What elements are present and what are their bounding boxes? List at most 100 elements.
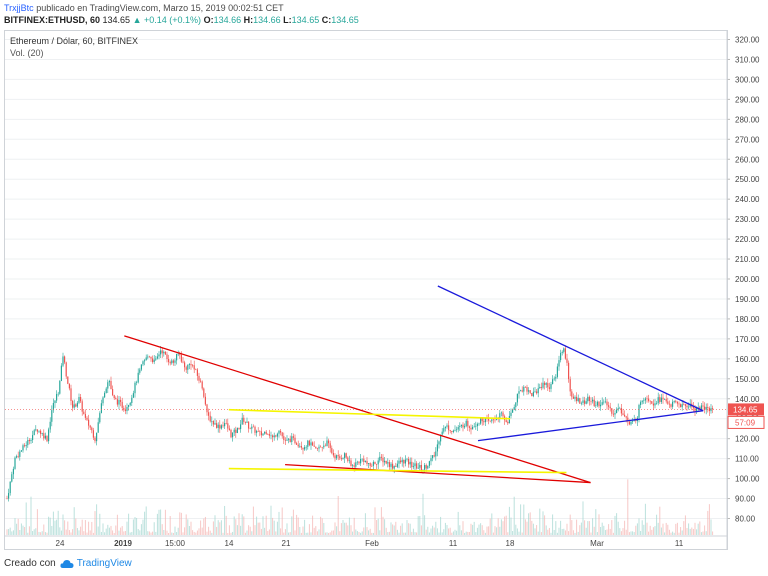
volume-bar: [504, 516, 506, 535]
volume-bar: [427, 526, 429, 535]
volume-bar: [299, 526, 301, 535]
volume-bar: [689, 528, 691, 535]
candle-body: [676, 401, 678, 404]
candle-body: [555, 376, 557, 379]
candle-body: [622, 413, 624, 415]
volume-bar: [176, 532, 178, 535]
candle-body: [153, 359, 155, 363]
candle-body: [340, 458, 342, 460]
candle-body: [196, 369, 198, 376]
candle-body: [440, 434, 442, 442]
volume-bar: [272, 517, 274, 535]
candle-body: [609, 406, 611, 409]
y-tick-label: 250.00: [735, 175, 760, 184]
yellow-trendline: [228, 467, 567, 474]
candle-body: [624, 414, 626, 417]
candle-body: [651, 401, 653, 404]
candle-body: [376, 464, 378, 465]
volume-bar: [17, 518, 19, 535]
volume-bar: [600, 526, 602, 535]
volume-bar: [137, 528, 139, 535]
volume-bar: [139, 530, 141, 535]
volume-bar: [668, 529, 670, 535]
volume-bar: [604, 530, 606, 535]
volume-bar: [508, 506, 510, 535]
candle-body: [264, 431, 266, 434]
volume-bar: [12, 530, 14, 535]
volume-bar: [321, 518, 323, 535]
candle-body: [489, 420, 491, 422]
candle-body: [355, 462, 357, 467]
candle-body: [91, 427, 93, 431]
volume-bar: [273, 520, 275, 535]
x-tick-label: 14: [225, 539, 234, 548]
volume-bar: [382, 516, 384, 535]
volume-bar: [316, 531, 318, 535]
candle-body: [294, 437, 296, 444]
volume-bar: [270, 505, 272, 535]
candle-body: [180, 354, 182, 362]
candle-body: [598, 401, 600, 407]
volume-bar: [446, 525, 448, 535]
volume-bar: [284, 529, 286, 535]
volume-bar: [100, 531, 102, 535]
volume-bar: [227, 532, 229, 535]
volume-bar: [113, 532, 115, 535]
candle-body: [515, 402, 517, 408]
volume-bar: [577, 531, 579, 535]
candle-body: [123, 407, 125, 410]
candle-body: [683, 404, 685, 405]
candle-body: [547, 383, 549, 388]
candle-body: [188, 364, 190, 365]
candle-body: [686, 405, 688, 408]
volume-bar: [632, 531, 634, 535]
candle-body: [444, 426, 446, 429]
volume-bar: [521, 532, 523, 535]
tradingview-logo[interactable]: TradingView: [60, 558, 132, 569]
volume-bar: [99, 513, 101, 535]
candle-body: [425, 465, 427, 469]
volume-bar: [67, 521, 69, 535]
candle-body: [134, 382, 136, 394]
volume-bar: [529, 512, 531, 535]
candle-body: [398, 460, 400, 464]
volume-bar: [560, 520, 562, 535]
volume-bar: [459, 525, 461, 535]
volume-bar: [206, 531, 208, 535]
candle-body: [660, 397, 662, 402]
candle-body: [582, 400, 584, 403]
author-link[interactable]: TrxjjBtc: [4, 3, 34, 13]
volume-bar: [358, 532, 360, 535]
candle-body: [99, 413, 101, 423]
candle-body: [648, 398, 650, 401]
candle-body: [318, 446, 320, 449]
candle-body: [297, 444, 299, 447]
y-tick-label: 270.00: [735, 135, 760, 144]
candle-body: [603, 401, 605, 403]
volume-bar: [595, 509, 597, 535]
candle-body: [667, 401, 669, 404]
candle-body: [140, 364, 142, 370]
volume-bar: [641, 520, 643, 535]
candle-body: [270, 435, 272, 437]
candle-body: [654, 403, 656, 406]
volume-bar: [132, 519, 134, 535]
candle-body: [707, 406, 709, 409]
candle-body: [508, 415, 510, 424]
volume-bar: [390, 522, 392, 535]
candle-body: [142, 361, 144, 365]
volume-bar: [241, 514, 243, 535]
candle-body: [24, 445, 26, 447]
candle-body: [483, 421, 485, 423]
candle-body: [448, 425, 450, 431]
volume-bar: [219, 522, 221, 535]
volume-bar: [339, 531, 341, 535]
volume-bar: [388, 531, 390, 535]
candle-body: [387, 462, 389, 464]
candle-body: [228, 428, 230, 430]
candle-body: [385, 460, 387, 464]
candle-body: [105, 388, 107, 393]
volume-bar: [574, 532, 576, 535]
volume-bar: [276, 521, 278, 535]
